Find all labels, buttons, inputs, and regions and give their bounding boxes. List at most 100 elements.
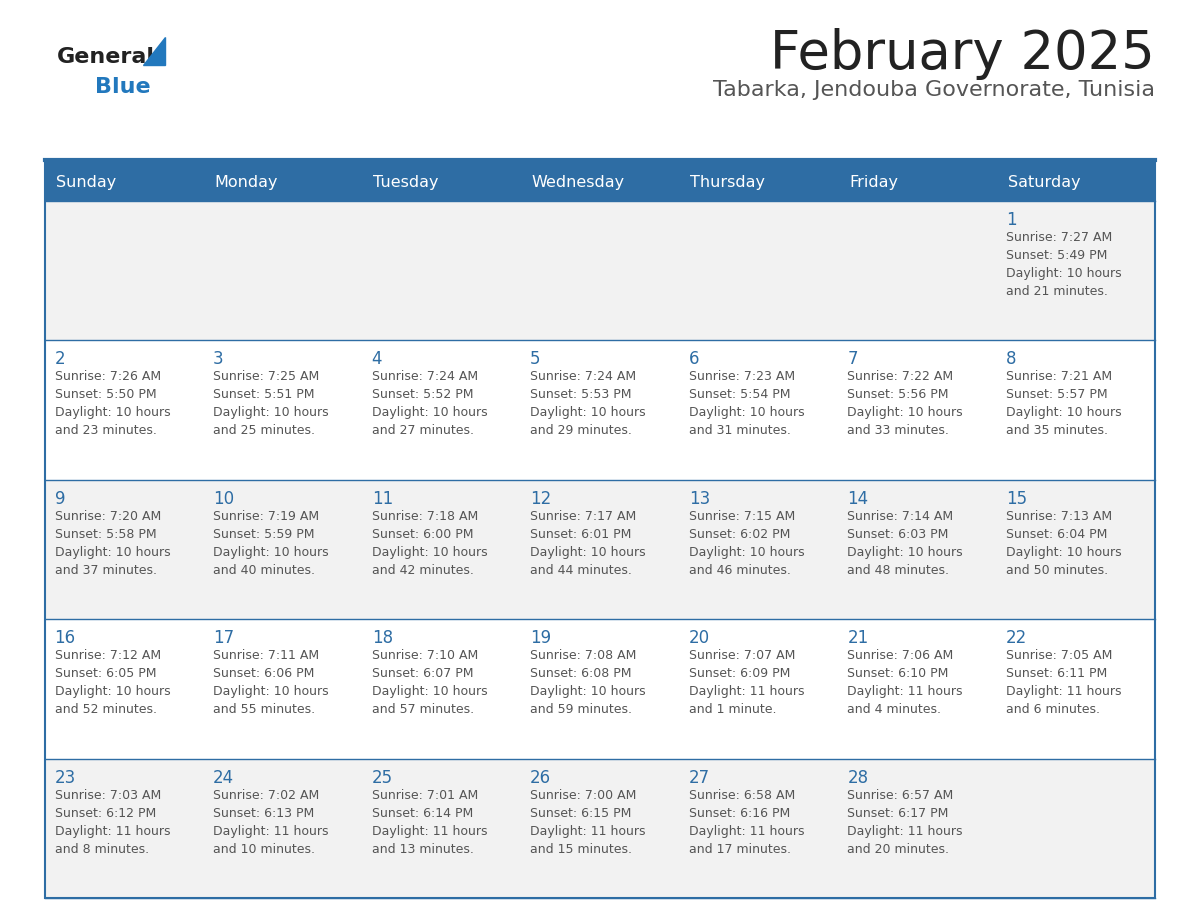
Bar (45, 758, 1155, 898)
Text: 24: 24 (213, 768, 234, 787)
Text: Wednesday: Wednesday (532, 174, 625, 189)
Text: and 48 minutes.: and 48 minutes. (847, 564, 949, 577)
Text: Daylight: 11 hours: Daylight: 11 hours (213, 824, 329, 837)
Text: General: General (57, 47, 154, 67)
Text: Sunset: 6:15 PM: Sunset: 6:15 PM (530, 807, 632, 820)
Text: Daylight: 10 hours: Daylight: 10 hours (689, 546, 804, 559)
Text: and 23 minutes.: and 23 minutes. (55, 424, 157, 437)
Text: Thursday: Thursday (690, 174, 765, 189)
Text: Daylight: 10 hours: Daylight: 10 hours (55, 685, 170, 699)
Text: 21: 21 (847, 629, 868, 647)
Text: and 15 minutes.: and 15 minutes. (530, 843, 632, 856)
Text: Daylight: 11 hours: Daylight: 11 hours (689, 685, 804, 699)
Text: Sunset: 5:51 PM: Sunset: 5:51 PM (213, 388, 315, 401)
Text: Daylight: 10 hours: Daylight: 10 hours (213, 546, 329, 559)
Text: and 6 minutes.: and 6 minutes. (1006, 703, 1100, 716)
Text: 6: 6 (689, 351, 700, 368)
Text: 7: 7 (847, 351, 858, 368)
Text: 25: 25 (372, 768, 393, 787)
Text: 13: 13 (689, 490, 710, 508)
Text: and 4 minutes.: and 4 minutes. (847, 703, 941, 716)
Text: Sunrise: 7:27 AM: Sunrise: 7:27 AM (1006, 231, 1112, 244)
Text: Sunset: 6:07 PM: Sunset: 6:07 PM (372, 667, 473, 680)
Text: Daylight: 10 hours: Daylight: 10 hours (55, 546, 170, 559)
Text: Monday: Monday (215, 174, 278, 189)
Text: Sunset: 6:00 PM: Sunset: 6:00 PM (372, 528, 473, 541)
Text: Sunrise: 7:26 AM: Sunrise: 7:26 AM (55, 370, 160, 384)
Text: Sunrise: 7:22 AM: Sunrise: 7:22 AM (847, 370, 954, 384)
Text: and 31 minutes.: and 31 minutes. (689, 424, 791, 437)
Text: Sunrise: 6:57 AM: Sunrise: 6:57 AM (847, 789, 954, 801)
Text: Daylight: 11 hours: Daylight: 11 hours (847, 824, 962, 837)
Text: Sunset: 6:02 PM: Sunset: 6:02 PM (689, 528, 790, 541)
Text: Sunset: 6:11 PM: Sunset: 6:11 PM (1006, 667, 1107, 680)
Text: and 25 minutes.: and 25 minutes. (213, 424, 315, 437)
Text: Sunset: 5:59 PM: Sunset: 5:59 PM (213, 528, 315, 541)
Text: Sunrise: 7:24 AM: Sunrise: 7:24 AM (372, 370, 478, 384)
Text: Daylight: 10 hours: Daylight: 10 hours (1006, 267, 1121, 280)
Text: Daylight: 11 hours: Daylight: 11 hours (55, 824, 170, 837)
Text: Sunrise: 7:02 AM: Sunrise: 7:02 AM (213, 789, 320, 801)
Text: Daylight: 10 hours: Daylight: 10 hours (847, 546, 963, 559)
Text: Daylight: 10 hours: Daylight: 10 hours (530, 685, 646, 699)
Text: 26: 26 (530, 768, 551, 787)
Text: Sunset: 6:17 PM: Sunset: 6:17 PM (847, 807, 949, 820)
Text: Daylight: 10 hours: Daylight: 10 hours (372, 407, 487, 420)
Text: Sunrise: 6:58 AM: Sunrise: 6:58 AM (689, 789, 795, 801)
Text: Sunset: 6:05 PM: Sunset: 6:05 PM (55, 667, 156, 680)
Text: Sunday: Sunday (56, 174, 116, 189)
Text: Sunset: 5:49 PM: Sunset: 5:49 PM (1006, 249, 1107, 262)
Text: Saturday: Saturday (1007, 174, 1080, 189)
Text: 1: 1 (1006, 211, 1017, 229)
Text: Sunset: 5:50 PM: Sunset: 5:50 PM (55, 388, 156, 401)
Text: Daylight: 10 hours: Daylight: 10 hours (372, 546, 487, 559)
Text: Sunset: 6:08 PM: Sunset: 6:08 PM (530, 667, 632, 680)
Text: and 27 minutes.: and 27 minutes. (372, 424, 474, 437)
Text: Friday: Friday (849, 174, 898, 189)
Text: 17: 17 (213, 629, 234, 647)
Text: 15: 15 (1006, 490, 1028, 508)
Text: Sunset: 6:03 PM: Sunset: 6:03 PM (847, 528, 949, 541)
Text: Sunset: 6:09 PM: Sunset: 6:09 PM (689, 667, 790, 680)
Text: and 21 minutes.: and 21 minutes. (1006, 285, 1108, 298)
Text: 16: 16 (55, 629, 76, 647)
Text: Sunrise: 7:19 AM: Sunrise: 7:19 AM (213, 509, 320, 522)
Text: Daylight: 10 hours: Daylight: 10 hours (213, 685, 329, 699)
Text: and 35 minutes.: and 35 minutes. (1006, 424, 1108, 437)
Text: 20: 20 (689, 629, 710, 647)
Text: Daylight: 10 hours: Daylight: 10 hours (689, 407, 804, 420)
Text: Daylight: 10 hours: Daylight: 10 hours (847, 407, 963, 420)
Text: Tuesday: Tuesday (373, 174, 438, 189)
Text: Sunset: 6:01 PM: Sunset: 6:01 PM (530, 528, 632, 541)
Text: 10: 10 (213, 490, 234, 508)
Text: and 44 minutes.: and 44 minutes. (530, 564, 632, 577)
Text: Daylight: 10 hours: Daylight: 10 hours (213, 407, 329, 420)
Text: Daylight: 11 hours: Daylight: 11 hours (372, 824, 487, 837)
Text: Sunrise: 7:00 AM: Sunrise: 7:00 AM (530, 789, 637, 801)
Text: Sunset: 6:06 PM: Sunset: 6:06 PM (213, 667, 315, 680)
Text: Sunrise: 7:15 AM: Sunrise: 7:15 AM (689, 509, 795, 522)
Text: 11: 11 (372, 490, 393, 508)
Text: Sunrise: 7:17 AM: Sunrise: 7:17 AM (530, 509, 637, 522)
Text: and 40 minutes.: and 40 minutes. (213, 564, 315, 577)
Text: Sunset: 6:14 PM: Sunset: 6:14 PM (372, 807, 473, 820)
Text: Sunset: 6:04 PM: Sunset: 6:04 PM (1006, 528, 1107, 541)
Text: Sunset: 5:52 PM: Sunset: 5:52 PM (372, 388, 473, 401)
Text: and 17 minutes.: and 17 minutes. (689, 843, 791, 856)
Text: Sunrise: 7:13 AM: Sunrise: 7:13 AM (1006, 509, 1112, 522)
Text: and 33 minutes.: and 33 minutes. (847, 424, 949, 437)
Text: and 57 minutes.: and 57 minutes. (372, 703, 474, 716)
Text: Sunrise: 7:06 AM: Sunrise: 7:06 AM (847, 649, 954, 662)
Text: and 42 minutes.: and 42 minutes. (372, 564, 474, 577)
Text: Sunrise: 7:20 AM: Sunrise: 7:20 AM (55, 509, 160, 522)
Text: 27: 27 (689, 768, 710, 787)
Text: Sunrise: 7:11 AM: Sunrise: 7:11 AM (213, 649, 320, 662)
Text: Sunrise: 7:25 AM: Sunrise: 7:25 AM (213, 370, 320, 384)
Text: and 37 minutes.: and 37 minutes. (55, 564, 157, 577)
Text: 28: 28 (847, 768, 868, 787)
Text: and 52 minutes.: and 52 minutes. (55, 703, 157, 716)
Text: February 2025: February 2025 (770, 28, 1155, 80)
Bar (45, 163, 1155, 898)
Text: and 8 minutes.: and 8 minutes. (55, 843, 148, 856)
Text: Daylight: 10 hours: Daylight: 10 hours (1006, 407, 1121, 420)
